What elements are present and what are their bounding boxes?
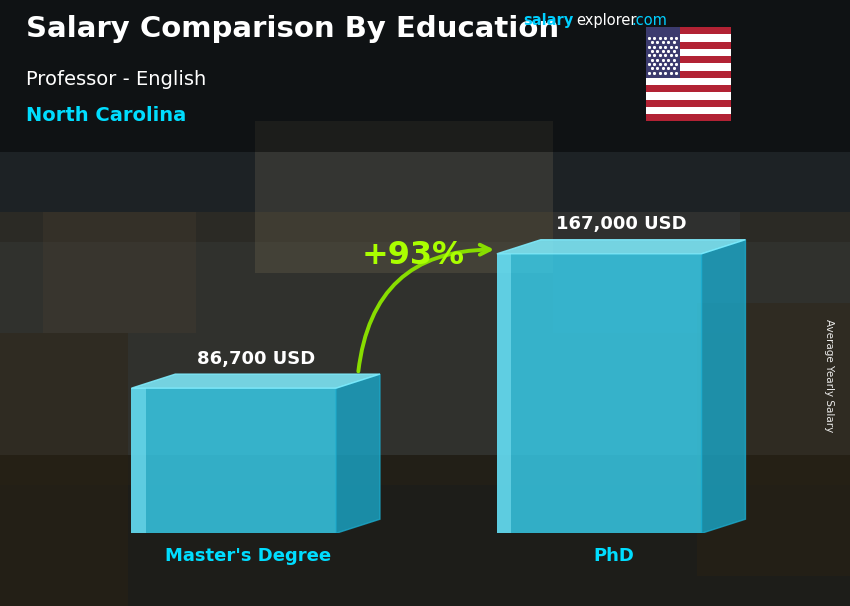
Bar [132, 388, 336, 533]
Bar [132, 388, 145, 533]
Text: salary: salary [523, 13, 573, 28]
Text: North Carolina: North Carolina [26, 106, 186, 125]
Bar [0, 0, 850, 152]
Bar [646, 49, 731, 56]
Bar [42, 212, 196, 333]
Bar [0, 333, 128, 606]
Bar [646, 27, 731, 35]
Text: PhD: PhD [593, 547, 634, 565]
Bar [646, 56, 731, 64]
Polygon shape [336, 374, 380, 533]
Bar [0, 212, 850, 485]
Polygon shape [132, 374, 380, 388]
Text: 167,000 USD: 167,000 USD [556, 215, 687, 233]
Polygon shape [497, 240, 745, 254]
FancyArrowPatch shape [359, 245, 490, 371]
Bar [646, 64, 731, 71]
Bar [646, 107, 731, 114]
Text: 86,700 USD: 86,700 USD [196, 350, 314, 368]
Bar [0, 454, 850, 606]
Bar [646, 35, 731, 42]
Bar [646, 99, 731, 107]
Bar [255, 121, 552, 273]
Bar [646, 71, 731, 78]
Text: Professor - English: Professor - English [26, 70, 206, 88]
Bar [697, 303, 850, 576]
Polygon shape [701, 240, 745, 533]
Text: .com: .com [632, 13, 667, 28]
Bar [552, 212, 740, 333]
Bar [646, 85, 731, 92]
Bar [646, 78, 731, 85]
Text: explorer: explorer [576, 13, 637, 28]
Bar [0, 0, 850, 242]
Text: Master's Degree: Master's Degree [165, 547, 332, 565]
Bar [646, 42, 731, 49]
Bar [497, 254, 511, 533]
Bar [646, 114, 731, 121]
Bar [646, 27, 680, 78]
Text: Average Yearly Salary: Average Yearly Salary [824, 319, 834, 432]
Bar [497, 254, 701, 533]
Text: +93%: +93% [361, 240, 464, 271]
Bar [646, 92, 731, 99]
Text: Salary Comparison By Education: Salary Comparison By Education [26, 15, 558, 43]
